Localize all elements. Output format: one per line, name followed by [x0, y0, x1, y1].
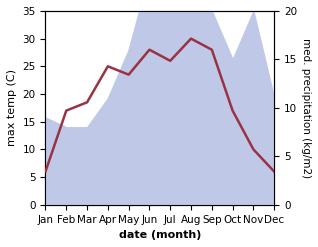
Y-axis label: med. precipitation (kg/m2): med. precipitation (kg/m2)	[301, 38, 311, 178]
X-axis label: date (month): date (month)	[119, 230, 201, 240]
Y-axis label: max temp (C): max temp (C)	[7, 69, 17, 146]
